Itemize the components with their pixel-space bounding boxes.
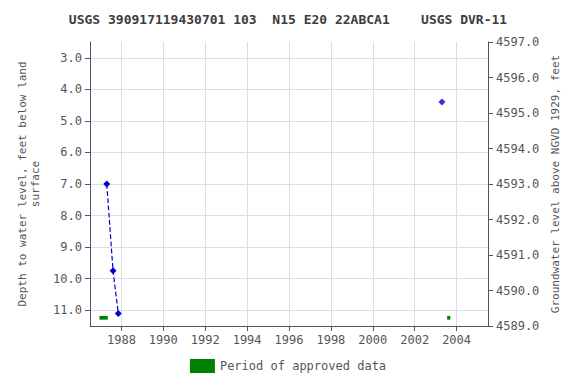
svg-text:9.0: 9.0 <box>60 240 82 254</box>
svg-text:4594.0: 4594.0 <box>496 142 539 156</box>
svg-text:Depth to water level, feet bel: Depth to water level, feet below land <box>16 61 29 306</box>
svg-text:1994: 1994 <box>233 333 262 347</box>
svg-text:7.0: 7.0 <box>60 177 82 191</box>
svg-text:Period of approved data: Period of approved data <box>220 359 386 373</box>
svg-text:1992: 1992 <box>191 333 220 347</box>
svg-text:8.0: 8.0 <box>60 209 82 223</box>
svg-text:2004: 2004 <box>442 333 471 347</box>
svg-text:1988: 1988 <box>107 333 136 347</box>
svg-text:4596.0: 4596.0 <box>496 71 539 85</box>
svg-text:4.0: 4.0 <box>60 82 82 96</box>
svg-text:4590.0: 4590.0 <box>496 284 539 298</box>
svg-text:Groundwater level above NGVD 1: Groundwater level above NGVD 1929, feet <box>549 55 562 313</box>
svg-text:4593.0: 4593.0 <box>496 177 539 191</box>
svg-text:4595.0: 4595.0 <box>496 106 539 120</box>
svg-text:3.0: 3.0 <box>60 51 82 65</box>
svg-text:1998: 1998 <box>316 333 345 347</box>
svg-text:2002: 2002 <box>400 333 429 347</box>
svg-text:4597.0: 4597.0 <box>496 35 539 49</box>
svg-text:2000: 2000 <box>358 333 387 347</box>
svg-text:10.0: 10.0 <box>53 272 82 286</box>
svg-text:1996: 1996 <box>275 333 304 347</box>
svg-text:1990: 1990 <box>149 333 178 347</box>
svg-text:11.0: 11.0 <box>53 303 82 317</box>
svg-text:4591.0: 4591.0 <box>496 248 539 262</box>
svg-text:5.0: 5.0 <box>60 114 82 128</box>
svg-text:surface: surface <box>29 161 42 207</box>
svg-text:4589.0: 4589.0 <box>496 319 539 333</box>
svg-text:4592.0: 4592.0 <box>496 213 539 227</box>
svg-text:6.0: 6.0 <box>60 145 82 159</box>
svg-text:USGS 390917119430701 103 N15: USGS 390917119430701 103 N15 E20 22ABCA1… <box>69 12 507 27</box>
